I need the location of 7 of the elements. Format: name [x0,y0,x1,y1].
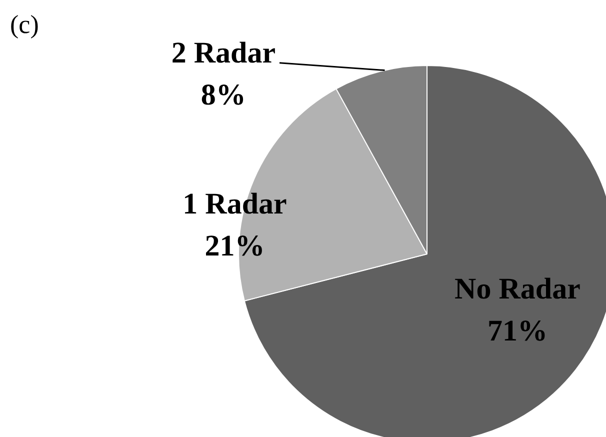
chart-title: (c) [10,10,39,40]
slice-label: 2 Radar [171,36,276,70]
slice-label: 1 Radar [182,187,287,220]
slice-label: No Radar [454,272,580,306]
data-label: 71% [487,314,548,348]
data-label: 21% [204,229,265,262]
data-label: 8% [200,78,246,112]
